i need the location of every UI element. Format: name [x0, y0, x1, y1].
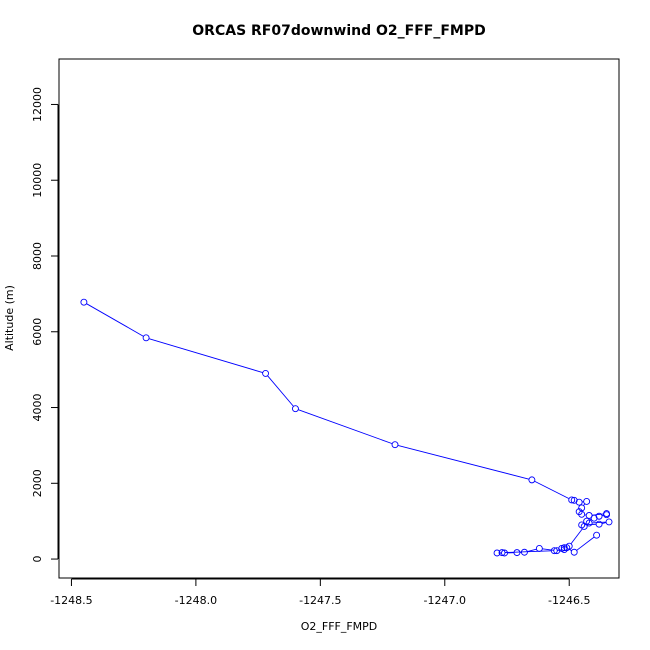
data-point	[142, 334, 150, 342]
series-line-segment	[592, 521, 607, 524]
series-line-segment	[570, 528, 583, 545]
x-axis: -1248.5 -1248.0 -1247.5 -1247.0 -1246.5	[50, 578, 590, 607]
chart-title: ORCAS RF07downwind O2_FFF_FMPD	[192, 23, 485, 39]
data-point	[262, 369, 270, 377]
data-point	[563, 544, 571, 552]
data-point	[595, 520, 603, 528]
x-tick-label: -1247.0	[424, 594, 466, 607]
data-point	[550, 547, 558, 555]
y-tick-label: 12000	[31, 87, 44, 122]
y-tick-label: 10000	[31, 163, 44, 198]
data-point	[291, 405, 299, 413]
series-line-segment	[397, 444, 530, 480]
data-point	[570, 548, 578, 556]
series-line-segment	[527, 548, 537, 552]
data-point	[513, 549, 521, 557]
data-point	[528, 476, 536, 484]
data-point	[578, 510, 586, 518]
data-point	[585, 519, 593, 527]
data-point	[80, 298, 88, 306]
series-line-segment	[534, 480, 570, 500]
plot-frame	[58, 58, 620, 579]
y-tick-label: 4000	[31, 394, 44, 422]
x-tick-label: -1248.0	[175, 594, 217, 607]
y-tick-label: 2000	[31, 469, 44, 497]
data-point	[568, 496, 576, 504]
series-line-segment	[601, 522, 607, 524]
series-line-segment	[576, 536, 595, 551]
data-point	[553, 547, 561, 555]
y-axis-label: Altitude (m)	[3, 285, 16, 351]
series-line-segment	[542, 548, 554, 551]
x-tick-label: -1247.5	[299, 594, 341, 607]
data-point	[391, 441, 399, 449]
data-point	[580, 523, 588, 530]
data-point	[593, 531, 601, 539]
x-tick-label: -1248.5	[50, 594, 92, 607]
series-line-segment	[86, 303, 144, 337]
data-point	[575, 498, 583, 506]
y-axis: 0 2000 4000 6000 8000 10000 12000	[31, 87, 59, 563]
data-point	[493, 549, 501, 557]
y-tick-label: 6000	[31, 318, 44, 346]
series-line-segment	[298, 409, 393, 445]
data-point	[501, 549, 508, 557]
x-tick-label: -1246.5	[548, 594, 590, 607]
y-tick-label: 0	[31, 556, 44, 563]
series-line-segment	[148, 338, 263, 374]
data-point	[583, 498, 591, 505]
series-line-segment	[267, 375, 294, 407]
data-point	[605, 518, 613, 526]
y-tick-label: 8000	[31, 242, 44, 270]
data-point	[603, 511, 611, 519]
series-layer	[80, 298, 613, 557]
data-point	[535, 545, 543, 552]
series-line-segment	[505, 550, 552, 553]
x-axis-label: O2_FFF_FMPD	[301, 620, 378, 633]
data-point	[498, 549, 506, 557]
data-point	[590, 514, 598, 522]
data-point	[520, 548, 528, 556]
